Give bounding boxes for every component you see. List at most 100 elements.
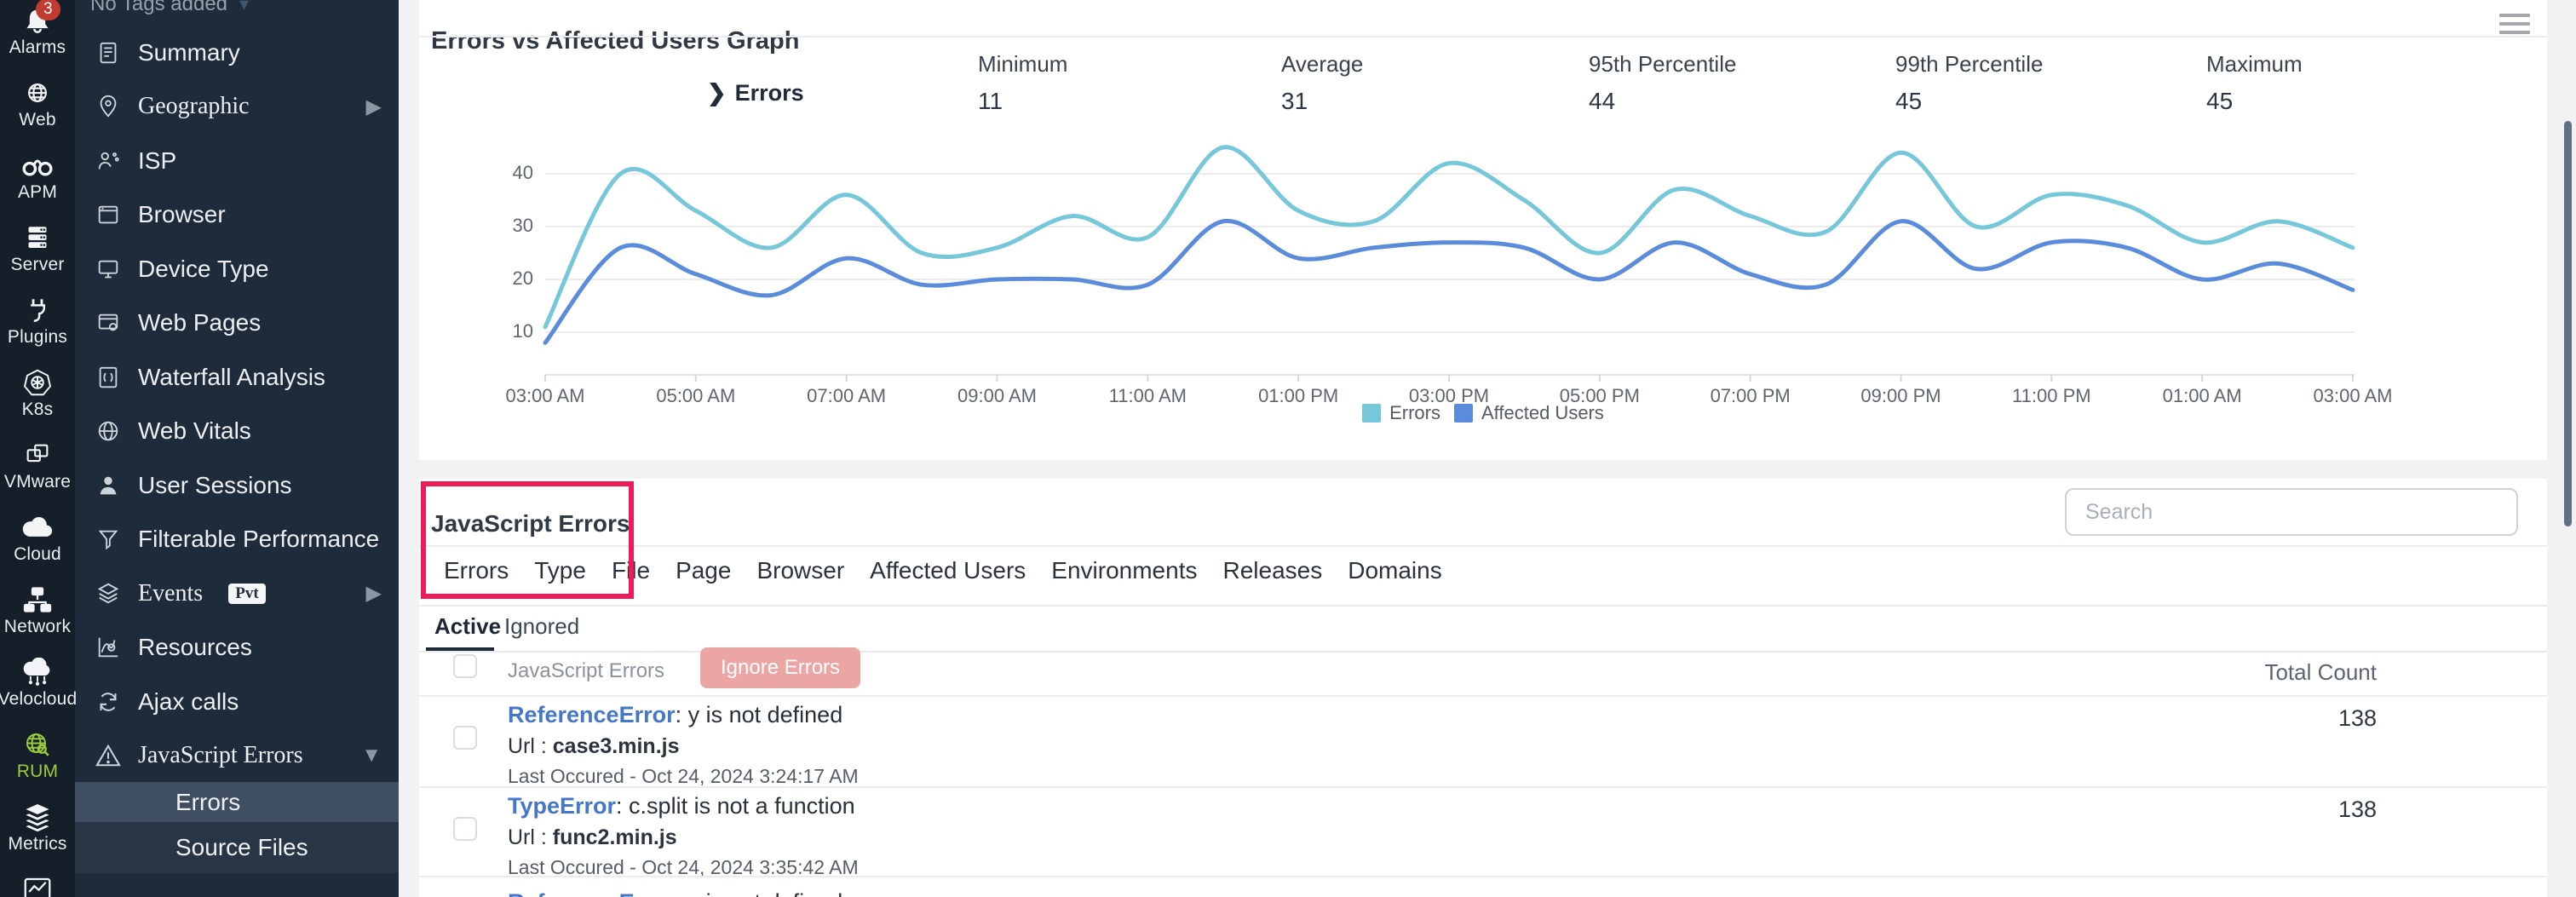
ignore-errors-button[interactable]: Ignore Errors [700,647,861,688]
sidebar-item-ajax-calls[interactable]: Ajax calls [75,675,399,729]
sidebar-item-web-pages[interactable]: Web Pages [75,296,399,351]
legend-item-errors[interactable]: Errors [1362,402,1440,424]
globe-icon [98,422,118,441]
rail-item-metrics[interactable]: Metrics [0,796,75,869]
error-row[interactable]: TypeError: c.split is not a function Url… [419,788,2547,878]
rail-item-rum[interactable]: RUM [0,724,75,796]
sidebar-item-geographic[interactable]: Geographic ▶ [75,80,399,135]
y-axis-label: 20 [512,267,533,289]
sidebar-item-waterfall-analysis[interactable]: Waterfall Analysis [75,350,399,405]
select-all-checkbox[interactable] [453,654,477,678]
warning-triangle-icon [95,744,121,767]
row-checkbox[interactable] [453,726,477,750]
error-row[interactable]: ReferenceError: y is not defined Url : c… [419,697,2547,788]
layers-icon [97,583,119,604]
sidebar-item-events[interactable]: Events Pvt ▶ [75,566,399,621]
chevron-down-icon: ▼ [361,744,382,767]
tab-browser[interactable]: Browser [756,557,845,584]
legend-item-affected-users[interactable]: Affected Users [1454,402,1604,424]
hamburger-menu-icon[interactable] [2499,14,2530,39]
browser-window-icon [98,205,118,224]
rail-item-network[interactable]: Network [0,579,75,652]
rum-icon [22,727,53,762]
stat-99th-percentile: 99th Percentile 45 [1895,51,2044,114]
sidebar-item-user-sessions[interactable]: User Sessions [75,458,399,513]
x-axis-label: 05:00 AM [656,385,736,406]
alarm-count-badge: 3 [36,0,60,20]
tab-file[interactable]: File [611,557,651,584]
metrics-layers-icon [22,800,53,834]
sidebar-item-summary[interactable]: Summary [75,26,399,80]
x-axis-label: 09:00 AM [957,385,1037,406]
module-rail: 3 Alarms Web APM Server Plugins [0,0,77,897]
map-pin-icon [100,95,117,118]
sidebar-item-filterable-performance[interactable]: Filterable Performance [75,513,399,567]
rail-item-k8s[interactable]: K8s [0,362,75,434]
error-tabs: Errors Type File Page Browser Affected U… [444,557,1442,584]
error-title: ReferenceError: y is not defined [508,702,843,727]
monitor-icon [98,260,118,279]
sidebar-subitem-source-files[interactable]: Source Files [75,822,399,873]
errors-stats-toggle[interactable]: ❯ Errors [707,80,804,106]
sidebar-item-device-type[interactable]: Device Type [75,242,399,296]
error-type-link[interactable]: ReferenceError [508,702,676,727]
rail-item-plugins[interactable]: Plugins [0,290,75,362]
sidebar-item-web-vitals[interactable]: Web Vitals [75,405,399,459]
tab-page[interactable]: Page [676,557,732,584]
rail-item-velocloud[interactable]: Velocloud [0,652,77,724]
tab-type[interactable]: Type [534,557,586,584]
sidebar-subitem-errors[interactable]: Errors [75,782,399,822]
subtab-ignored[interactable]: Ignored [504,613,580,639]
tab-domains[interactable]: Domains [1348,557,1442,584]
rail-item-vmware[interactable]: VMware [0,434,75,507]
rail-item-web[interactable]: Web [0,72,75,145]
sidebar-item-javascript-errors[interactable]: JavaScript Errors ▼ [75,729,399,784]
rail-item-server[interactable]: Server [0,217,75,290]
tags-selector[interactable]: No Tags added ▾ [90,0,249,16]
rail-item-apm[interactable]: APM [0,145,75,217]
vertical-scrollbar-thumb[interactable] [2564,121,2572,526]
tab-errors[interactable]: Errors [444,557,509,584]
x-axis-label: 01:00 AM [2162,385,2242,406]
total-count-value: 138 [2337,796,2377,822]
divider [419,36,2547,37]
column-header-group: JavaScript Errors [508,659,665,682]
y-axis-label: 10 [512,320,533,342]
divider [419,651,2547,653]
plug-icon [23,293,52,327]
errors-swatch [1362,404,1382,423]
last-occured: Last Occured - Oct 24, 2024 3:24:17 AM [508,765,859,787]
tab-releases[interactable]: Releases [1222,557,1323,584]
error-url: Url : case3.min.js [508,734,680,758]
document-icon [100,42,117,63]
funnel-icon [98,530,118,550]
chevron-right-icon: ▶ [365,583,382,606]
error-type-link[interactable]: ReferenceError [508,889,676,897]
rail-item-alarms[interactable]: 3 Alarms [9,0,66,57]
tab-environments[interactable]: Environments [1051,557,1198,584]
subtab-active[interactable]: Active [434,613,502,639]
kubernetes-icon [22,365,53,400]
x-axis-label: 01:00 PM [1258,385,1339,406]
chart-canvas [543,145,2355,382]
sidebar-item-browser[interactable]: Browser [75,188,399,243]
error-row[interactable]: ReferenceError: y is not defined [419,877,2547,897]
error-url: Url : func2.min.js [508,825,677,849]
user-icon [100,476,117,495]
isp-icon [98,152,119,170]
divider [419,786,2547,788]
row-checkbox[interactable] [453,817,477,841]
active-subtab-underline [426,647,494,653]
x-axis-label: 07:00 PM [1710,385,1791,406]
rail-item-partial[interactable] [0,869,75,897]
sidebar-item-resources[interactable]: Resources [75,621,399,676]
chart-title: Errors vs Affected Users Graph [431,27,800,55]
affected-users-swatch [1454,404,1473,423]
chevron-right-icon: ❯ [707,80,727,106]
rail-item-cloud[interactable]: Cloud [0,507,75,579]
search-input[interactable] [2065,488,2518,536]
x-axis-label: 11:00 AM [1108,385,1187,406]
error-type-link[interactable]: TypeError [508,793,617,819]
sidebar-item-isp[interactable]: ISP [75,134,399,188]
tab-affected-users[interactable]: Affected Users [870,557,1026,584]
